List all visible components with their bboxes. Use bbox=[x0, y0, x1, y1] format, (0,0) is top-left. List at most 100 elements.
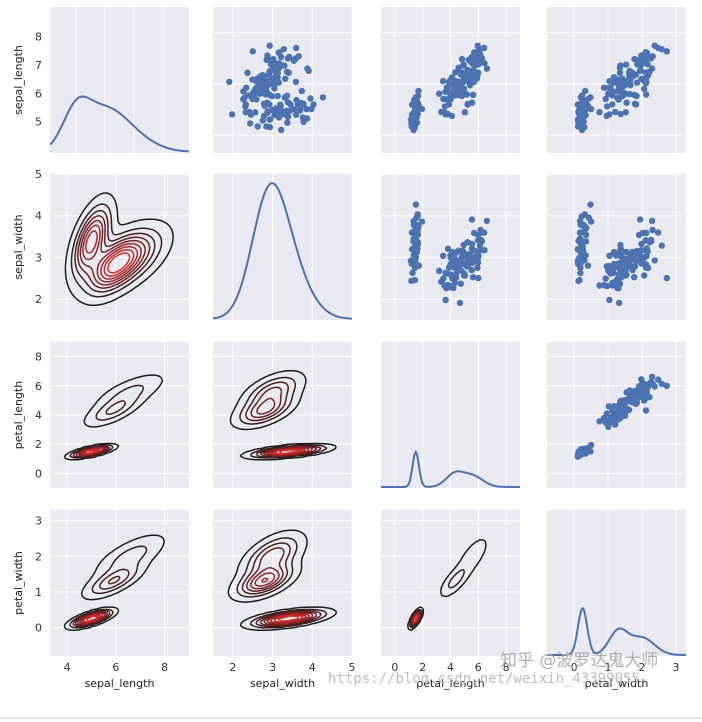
kde-contour bbox=[249, 556, 314, 626]
scatter-point bbox=[298, 87, 305, 95]
scatter-point bbox=[658, 46, 665, 53]
y-tick-label: 6 bbox=[35, 380, 42, 393]
panel-sepal_width-vs-petal_length bbox=[381, 174, 520, 320]
scatter-point bbox=[615, 96, 622, 103]
scatter-point bbox=[436, 267, 443, 274]
panel-sepal_width-vs-sepal_width bbox=[213, 174, 352, 320]
scatter-point bbox=[646, 393, 653, 401]
scatter-point bbox=[647, 236, 655, 244]
scatter-point bbox=[483, 217, 491, 225]
scatter-point bbox=[458, 55, 466, 63]
x-tick-label: 2 bbox=[419, 661, 426, 674]
scatter-point bbox=[635, 231, 643, 239]
scatter-point bbox=[287, 101, 294, 108]
scatter-point bbox=[290, 57, 298, 64]
scatter-point bbox=[228, 111, 236, 118]
scatter-point bbox=[305, 67, 312, 75]
scatter-point bbox=[319, 94, 327, 101]
panel-content bbox=[547, 174, 686, 320]
scatter-point bbox=[285, 108, 292, 115]
scatter-point bbox=[281, 62, 288, 69]
scatter-point bbox=[641, 272, 648, 279]
kde-contour bbox=[103, 248, 135, 277]
scatter-point bbox=[245, 92, 252, 99]
scatter-point bbox=[243, 84, 250, 91]
scatter-point bbox=[242, 103, 249, 110]
scatter-point bbox=[418, 105, 426, 113]
scatter-point bbox=[464, 77, 471, 84]
scatter-point bbox=[574, 101, 581, 108]
scatter-point bbox=[616, 247, 624, 254]
scatter-point bbox=[609, 101, 616, 108]
x-tick-label: 2 bbox=[229, 661, 236, 674]
kde-contour bbox=[72, 568, 130, 628]
scatter-point bbox=[638, 240, 645, 248]
scatter-point bbox=[247, 120, 254, 127]
scatter-point bbox=[266, 116, 273, 123]
scatter-point bbox=[609, 92, 616, 99]
x-tick-label: 4 bbox=[447, 661, 454, 674]
scatter-point bbox=[575, 108, 582, 115]
scatter-point bbox=[452, 271, 459, 278]
kde-contour bbox=[227, 529, 338, 632]
y-axis-label-petal_width: petal_width bbox=[12, 551, 25, 615]
scatter-point bbox=[603, 112, 610, 120]
kde-contour bbox=[77, 214, 151, 289]
x-tick-label: 3 bbox=[269, 661, 276, 674]
scatter-point bbox=[632, 257, 640, 265]
scatter-point bbox=[610, 260, 618, 268]
scatter-point bbox=[464, 256, 471, 263]
scatter-point bbox=[636, 216, 644, 223]
scatter-point bbox=[278, 126, 285, 134]
scatter-point bbox=[413, 214, 420, 221]
scatter-point bbox=[275, 49, 282, 56]
scatter-point bbox=[638, 247, 645, 254]
panel-content bbox=[547, 342, 686, 488]
scatter-point bbox=[226, 78, 233, 86]
y-tick-label: 3 bbox=[35, 251, 42, 264]
scatter-point bbox=[576, 254, 583, 261]
scatter-point bbox=[441, 282, 448, 289]
panels-layer bbox=[50, 7, 686, 656]
panel-content bbox=[381, 342, 520, 488]
kde-contour bbox=[229, 369, 337, 461]
scatter-point bbox=[475, 252, 482, 260]
scatter-point bbox=[587, 105, 595, 113]
scatter-point bbox=[631, 274, 638, 281]
scatter-point bbox=[655, 229, 662, 236]
axes-layer: 5 6 7 8 sepal_length 2 3 4 5 sepal_width 0 2 4 6 8 peta… bbox=[0, 31, 702, 719]
scatter-point bbox=[606, 252, 613, 259]
panel-petal_length-vs-petal_length bbox=[381, 342, 520, 488]
scatter-point bbox=[663, 48, 670, 55]
scatter-point bbox=[457, 257, 465, 265]
x-tick-label: 8 bbox=[161, 661, 168, 674]
scatter-point bbox=[240, 96, 247, 103]
x-tick-label: 2 bbox=[638, 661, 645, 674]
kde-contour bbox=[278, 449, 300, 455]
scatter-point bbox=[411, 276, 419, 284]
kde-contour bbox=[63, 534, 165, 631]
scatter-point bbox=[409, 269, 416, 277]
scatter-point bbox=[266, 91, 273, 99]
scatter-point bbox=[469, 91, 477, 99]
watermark-brand: 知乎 @波罗达鬼大师 bbox=[500, 651, 658, 671]
x-tick-label: 4 bbox=[309, 661, 316, 674]
scatter-point bbox=[461, 109, 469, 116]
scatter-point bbox=[644, 61, 651, 68]
y-tick-label: 2 bbox=[35, 438, 42, 451]
x-axis-label-sepal_width: sepal_width bbox=[250, 677, 315, 690]
scatter-point bbox=[281, 94, 288, 101]
scatter-point bbox=[481, 60, 488, 67]
scatter-point bbox=[612, 108, 619, 116]
scatter-point bbox=[293, 111, 300, 118]
scatter-point bbox=[578, 126, 586, 134]
scatter-point bbox=[477, 226, 484, 234]
scatter-point bbox=[616, 64, 624, 72]
scatter-point bbox=[412, 237, 419, 245]
scatter-point bbox=[410, 221, 418, 229]
scatter-point bbox=[263, 123, 270, 130]
scatter-point bbox=[643, 91, 650, 98]
scatter-point bbox=[443, 270, 451, 277]
scatter-point bbox=[467, 58, 475, 66]
